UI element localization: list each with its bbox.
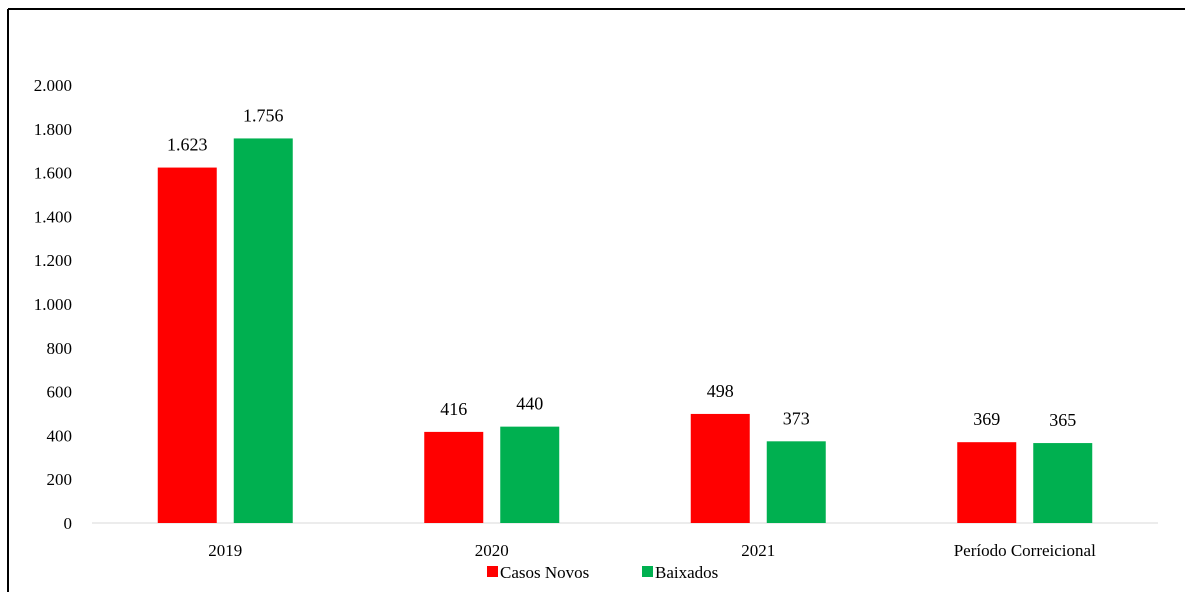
bars-group: [157, 138, 1093, 524]
x-category-label: 2019: [208, 541, 242, 560]
bar-baixados: [766, 441, 826, 523]
y-tick-label: 1.600: [34, 164, 72, 183]
x-category-label: Período Correicional: [954, 541, 1096, 560]
bar-baixados: [1033, 443, 1093, 523]
data-label-casos-novos: 416: [440, 399, 467, 419]
bar-casos-novos: [157, 167, 217, 524]
data-label-casos-novos: 369: [973, 409, 1000, 429]
y-tick-label: 1.000: [34, 295, 72, 314]
y-tick-label: 400: [47, 426, 73, 445]
y-tick-label: 2.000: [34, 76, 72, 95]
y-tick-label: 1.800: [34, 120, 72, 139]
bar-baixados: [233, 138, 293, 523]
data-labels-group: 1.623 1.756 416 440 498 373 369 365: [167, 105, 1076, 430]
y-axis-ticks: 0 200 400 600 800 1.000 1.200 1.400 1.600 1.800 2.…: [34, 76, 72, 533]
y-tick-label: 0: [64, 514, 73, 533]
data-label-baixados: 365: [1049, 410, 1076, 430]
legend-swatch-casos-novos: [487, 566, 498, 577]
data-label-baixados: 1.756: [243, 105, 284, 125]
bar-casos-novos: [690, 413, 750, 523]
y-tick-label: 1.400: [34, 207, 72, 226]
x-category-label: 2020: [475, 541, 509, 560]
y-tick-label: 600: [47, 383, 73, 402]
y-tick-label: 1.200: [34, 251, 72, 270]
bar-casos-novos: [424, 431, 484, 523]
data-label-baixados: 440: [516, 394, 543, 414]
y-tick-label: 800: [47, 339, 73, 358]
category-labels-group: 2019 2020 2021 Período Correicional: [208, 541, 1096, 560]
data-label-casos-novos: 1.623: [167, 135, 208, 155]
data-label-baixados: 373: [783, 408, 810, 428]
x-category-label: 2021: [741, 541, 775, 560]
bar-casos-novos: [957, 442, 1017, 523]
legend-label-baixados: Baixados: [655, 563, 718, 582]
legend: Casos Novos Baixados: [487, 563, 718, 582]
bar-baixados: [500, 426, 560, 523]
data-label-casos-novos: 498: [707, 381, 734, 401]
legend-swatch-baixados: [642, 566, 653, 577]
legend-label-casos-novos: Casos Novos: [500, 563, 589, 582]
y-tick-label: 200: [47, 470, 73, 489]
